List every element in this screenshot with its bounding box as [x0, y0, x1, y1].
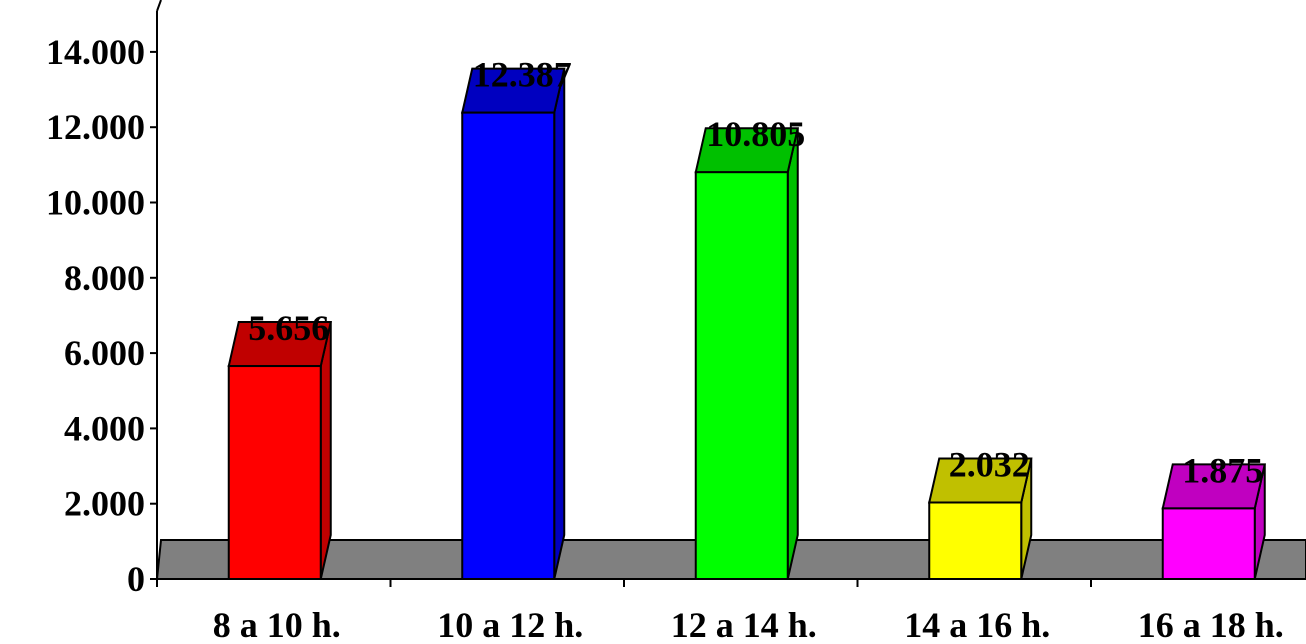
bar	[694, 127, 800, 581]
bar-front-face	[461, 111, 556, 580]
bar-front-face	[928, 501, 1023, 581]
bar-value-label: 1.875	[1182, 450, 1263, 490]
bar	[227, 321, 333, 580]
y-tick-label: 8.000	[64, 258, 145, 298]
y-tick-label: 2.000	[64, 484, 145, 524]
bar-value-label: 5.656	[248, 308, 329, 348]
x-category-label: 10 a 12 h.	[437, 605, 583, 644]
bar-front-face	[694, 171, 789, 581]
bar-side-face	[786, 127, 799, 580]
y-tick-label: 0	[127, 559, 145, 599]
x-category-label: 16 a 18 h.	[1138, 605, 1284, 644]
y-tick-label: 12.000	[46, 107, 145, 147]
x-category-label: 8 a 10 h.	[213, 605, 341, 644]
bar	[460, 67, 566, 580]
bar-side-face	[553, 68, 566, 580]
bar	[1161, 463, 1267, 580]
y-tick-label: 6.000	[64, 333, 145, 373]
y-tick-label: 4.000	[64, 408, 145, 448]
y-tick-label: 10.000	[46, 183, 145, 223]
bar-front-face	[227, 365, 322, 580]
x-category-label: 12 a 14 h.	[671, 605, 817, 644]
bar-value-label: 2.032	[949, 444, 1030, 484]
bar	[927, 457, 1033, 581]
back-wall-edge	[156, 0, 162, 12]
bar-value-label: 12.387	[473, 55, 572, 95]
y-tick-label: 14.000	[46, 32, 145, 72]
bar-front-face	[1161, 507, 1256, 580]
x-category-label: 14 a 16 h.	[904, 605, 1050, 644]
bar-value-label: 10.805	[706, 114, 805, 154]
